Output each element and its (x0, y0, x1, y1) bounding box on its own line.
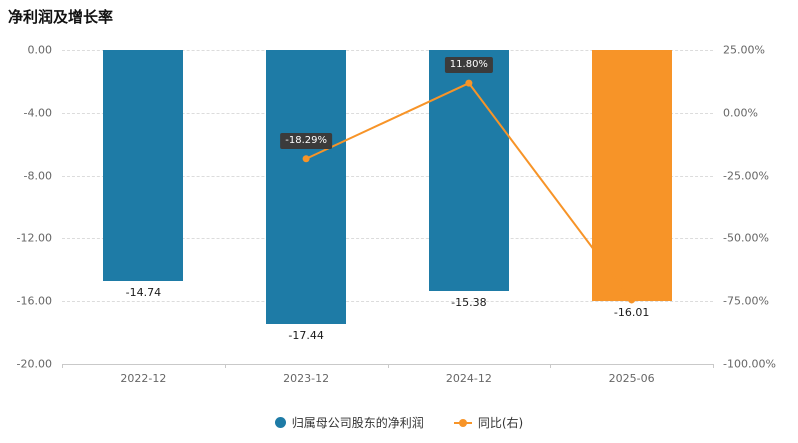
bar-value-label: -17.44 (288, 328, 324, 342)
bar-2024-12 (428, 50, 509, 292)
x-axis-label: 2023-12 (283, 372, 330, 385)
bar-2022-12 (103, 50, 184, 282)
x-axis-label: 2022-12 (120, 372, 167, 385)
legend-label: 同比(右) (477, 416, 524, 430)
right-axis-tick-label: -50.00% (723, 231, 769, 245)
right-axis-tick-label: 0.00% (723, 106, 758, 120)
x-axis-label: 2024-12 (445, 372, 492, 385)
legend-item[interactable]: 同比(右) (453, 414, 524, 431)
line-point-label: -18.29% (280, 132, 332, 149)
legend-label: 归属母公司股东的净利润 (291, 416, 424, 430)
line-point-label: 11.80% (444, 57, 493, 74)
bar-value-label: -15.38 (451, 296, 487, 310)
left-axis-tick-label: -20.00 (16, 357, 52, 371)
x-axis-label: 2025-06 (608, 372, 655, 385)
left-axis-tick-label: -12.00 (16, 231, 52, 245)
right-axis-tick-label: -25.00% (723, 169, 769, 183)
left-axis-tick-label: -16.00 (16, 294, 52, 308)
axis-tick (62, 364, 63, 368)
axis-tick (550, 364, 552, 368)
bar-2023-12 (266, 50, 347, 324)
gridline (62, 50, 713, 51)
legend-item[interactable]: 归属母公司股东的净利润 (274, 414, 424, 431)
legend-line-marker-icon (453, 421, 472, 424)
axis-tick (224, 364, 226, 368)
right-axis-tick-label: -100.00% (723, 357, 776, 371)
left-axis-tick-label: -4.00 (23, 106, 52, 120)
legend: 归属母公司股东的净利润 同比(右) (0, 414, 798, 431)
gridline (62, 301, 713, 303)
right-axis-tick-label: 25.00% (723, 43, 765, 57)
right-axis-tick-label: -75.00% (723, 294, 769, 308)
left-axis-tick-label: -8.00 (23, 169, 52, 183)
axis-tick (387, 364, 389, 368)
bar-2025-06 (591, 50, 672, 302)
bar-value-label: -14.74 (125, 286, 162, 300)
axis-tick (713, 364, 714, 368)
bar-value-label: -16.01 (613, 306, 650, 320)
legend-bar-marker-icon (274, 417, 286, 428)
left-axis-tick-label: 0.00 (27, 43, 53, 57)
chart-title: 净利润及增长率 (8, 8, 114, 26)
